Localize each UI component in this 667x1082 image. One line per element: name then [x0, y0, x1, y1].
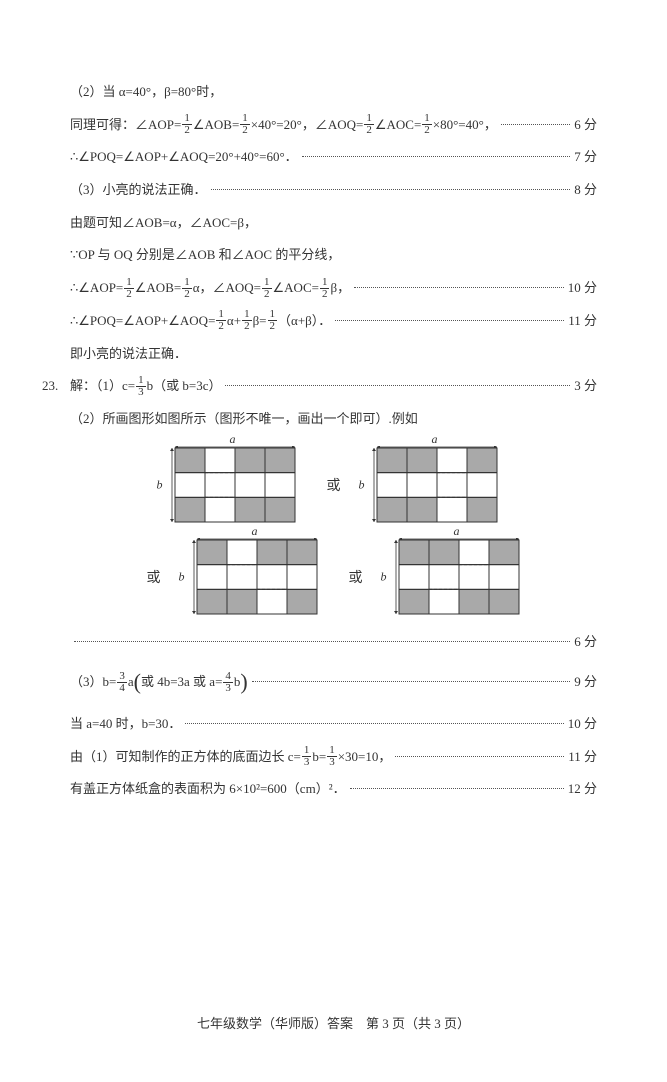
- line-p2-2: 同理可得：∠AOP=12∠AOB=12×40°=20°，∠AOQ=12∠AOC=…: [70, 113, 597, 138]
- figures-row-2: 或 a b 或 a b: [70, 538, 597, 616]
- frac-half: 12: [240, 113, 250, 136]
- text: ∴∠POQ=∠AOP+∠AOQ=20°+40°=60°．: [70, 145, 298, 170]
- or-label: 或: [327, 475, 341, 495]
- net-diagram-icon: [169, 446, 297, 524]
- text: （2）所画图形如图所示（图形不唯一，画出一个即可）.例如: [70, 407, 418, 432]
- text: 即小亮的说法正确．: [70, 342, 187, 367]
- text: （2）当 α=40°，β=80°时，: [70, 80, 222, 105]
- score: 9 分: [574, 670, 597, 695]
- leader-dots: [335, 320, 564, 321]
- text: 由（1）可知制作的正方体的底面边长 c=13b=13×30=10，: [70, 745, 391, 770]
- line-p3-1: （3）小亮的说法正确． 8 分: [70, 178, 597, 203]
- net-diagram-icon: [393, 538, 521, 616]
- frac-third: 13: [136, 375, 146, 398]
- text: 有盖正方体纸盒的表面积为 6×10²=600（cm）²．: [70, 777, 346, 802]
- label-b: b: [179, 569, 185, 584]
- leader-dots: [74, 641, 570, 642]
- net-diagram-icon: [191, 538, 319, 616]
- score: 3 分: [574, 374, 597, 399]
- frac-third: 13: [302, 745, 312, 768]
- frac-half: 12: [242, 309, 252, 332]
- figure-b: a b: [371, 446, 499, 524]
- figure-a: a b: [169, 446, 297, 524]
- score: 11 分: [568, 309, 597, 334]
- line-p2-3: ∴∠POQ=∠AOP+∠AOQ=20°+40°=60°． 7 分: [70, 145, 597, 170]
- text: （3）小亮的说法正确．: [70, 178, 207, 203]
- score: 7 分: [574, 145, 597, 170]
- line-p3-2: 由题可知∠AOB=α，∠AOC=β，: [70, 211, 597, 236]
- line-q23-5: 由（1）可知制作的正方体的底面边长 c=13b=13×30=10， 11 分: [70, 745, 597, 770]
- line-q23-4: 当 a=40 时，b=30． 10 分: [70, 712, 597, 737]
- label-b: b: [157, 477, 163, 492]
- score: 10 分: [568, 712, 597, 737]
- frac-half: 12: [422, 113, 432, 136]
- line-q23-2: （2）所画图形如图所示（图形不唯一，画出一个即可）.例如: [70, 407, 597, 432]
- text: ∵OP 与 OQ 分别是∠AOB 和∠AOC 的平分线，: [70, 243, 340, 268]
- frac-half: 12: [182, 277, 192, 300]
- text: 由题可知∠AOB=α，∠AOC=β，: [70, 211, 257, 236]
- score: 11 分: [568, 745, 597, 770]
- label-a: a: [230, 432, 236, 447]
- line-p3-4: ∴∠AOP=12∠AOB=12α，∠AOQ=12∠AOC=12β， 10 分: [70, 276, 597, 301]
- frac-half: 12: [268, 309, 278, 332]
- paren-left: (: [134, 669, 141, 694]
- figure-d: a b: [393, 538, 521, 616]
- label-b: b: [359, 477, 365, 492]
- frac-half: 12: [320, 277, 330, 300]
- label-a: a: [252, 524, 258, 539]
- frac-third: 13: [327, 745, 337, 768]
- leader-dots: [350, 788, 564, 789]
- text: 当 a=40 时，b=30．: [70, 712, 181, 737]
- figures-row-1: a b 或 a b: [70, 446, 597, 524]
- net-diagram-icon: [371, 446, 499, 524]
- line-p3-5: ∴∠POQ=∠AOP+∠AOQ=12α+12β=12（α+β）． 11 分: [70, 309, 597, 334]
- or-label: 或: [349, 567, 363, 587]
- score: 6 分: [574, 630, 597, 655]
- leader-dots: [185, 723, 563, 724]
- frac-threequarter: 34: [117, 671, 127, 694]
- leader-dots: [252, 681, 570, 682]
- frac-half: 12: [182, 113, 192, 136]
- or-label: 或: [147, 567, 161, 587]
- frac-half: 12: [364, 113, 374, 136]
- label-a: a: [432, 432, 438, 447]
- line-q23-fig-score: 6 分: [70, 630, 597, 655]
- frac-half: 12: [262, 277, 272, 300]
- leader-dots: [395, 756, 564, 757]
- frac-fourthird: 43: [223, 671, 233, 694]
- line-q23-3: （3）b=34a(或 4b=3a 或 a=43b) 9 分: [70, 662, 597, 704]
- label-b: b: [381, 569, 387, 584]
- text: 同理可得：∠AOP=12∠AOB=12×40°=20°，∠AOQ=12∠AOC=…: [70, 113, 497, 138]
- paren-right: ): [240, 669, 247, 694]
- score: 10 分: [568, 276, 597, 301]
- page-footer: 七年级数学（华师版）答案 第 3 页（共 3 页）: [0, 1013, 667, 1032]
- figure-c: a b: [191, 538, 319, 616]
- leader-dots: [225, 385, 570, 386]
- label-a: a: [454, 524, 460, 539]
- text: ∴∠AOP=12∠AOB=12α，∠AOQ=12∠AOC=12β，: [70, 276, 350, 301]
- score: 12 分: [568, 777, 597, 802]
- line-q23-6: 有盖正方体纸盒的表面积为 6×10²=600（cm）²． 12 分: [70, 777, 597, 802]
- leader-dots: [211, 189, 571, 190]
- score: 6 分: [574, 113, 597, 138]
- leader-dots: [302, 156, 571, 157]
- text: （3）b=34a(或 4b=3a 或 a=43b): [70, 662, 248, 704]
- text: ∴∠POQ=∠AOP+∠AOQ=12α+12β=12（α+β）．: [70, 309, 331, 334]
- score: 8 分: [574, 178, 597, 203]
- line-q23-1: 23.解：（1）c=13b（或 b=3c） 3 分: [70, 374, 597, 399]
- frac-half: 12: [216, 309, 226, 332]
- line-p2-1: （2）当 α=40°，β=80°时，: [70, 80, 597, 105]
- leader-dots: [501, 124, 570, 125]
- frac-half: 12: [124, 277, 134, 300]
- line-p3-6: 即小亮的说法正确．: [70, 342, 597, 367]
- leader-dots: [354, 287, 564, 288]
- line-p3-3: ∵OP 与 OQ 分别是∠AOB 和∠AOC 的平分线，: [70, 243, 597, 268]
- text: 23.解：（1）c=13b（或 b=3c）: [70, 374, 221, 399]
- question-number: 23.: [42, 374, 70, 399]
